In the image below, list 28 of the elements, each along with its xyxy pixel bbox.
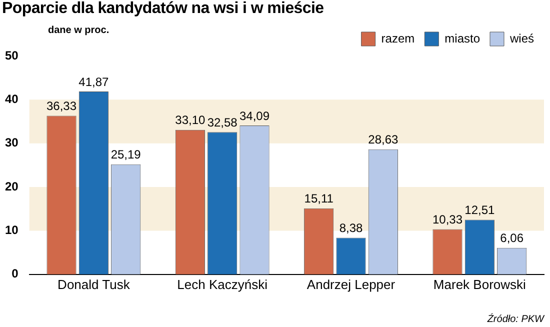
y-tick-label: 40 bbox=[4, 92, 19, 106]
y-tick-label: 20 bbox=[4, 179, 19, 194]
data-label: 25,19 bbox=[110, 148, 142, 162]
x-tick-label: Andrzej Lepper bbox=[306, 276, 396, 292]
data-label: 32,58 bbox=[207, 115, 238, 130]
data-label: 34,09 bbox=[239, 108, 270, 123]
data-label: 28,63 bbox=[368, 132, 399, 147]
x-tick-label: Marek Borowski bbox=[433, 276, 526, 292]
x-tick-label: Donald Tusk bbox=[58, 276, 130, 292]
data-label: 33,10 bbox=[175, 113, 206, 128]
legend-label: miasto bbox=[444, 31, 480, 46]
y-tick-label: 0 bbox=[12, 266, 19, 281]
text: dane w proc. bbox=[48, 25, 110, 36]
data-label: 6,06 bbox=[500, 231, 524, 246]
legend-label: wieś bbox=[508, 31, 534, 46]
data-label: 10,33 bbox=[432, 212, 463, 227]
legend-label: razem bbox=[381, 31, 415, 46]
chart-title: Poparcie dla kandydatów na wsi i w mieście bbox=[2, 0, 324, 18]
data-label: 41,87 bbox=[78, 74, 110, 89]
y-tick-label: 10 bbox=[4, 223, 19, 238]
text: Źródło: PKW bbox=[487, 314, 544, 325]
data-label: 8,38 bbox=[339, 221, 364, 236]
x-tick-label: Lech Kaczyński bbox=[177, 276, 268, 292]
data-label: 12,51 bbox=[464, 203, 496, 218]
data-label: 36,33 bbox=[46, 99, 77, 114]
y-tick-label: 30 bbox=[4, 136, 19, 150]
y-tick-label: 50 bbox=[4, 48, 19, 62]
data-label: 15,11 bbox=[304, 192, 334, 206]
